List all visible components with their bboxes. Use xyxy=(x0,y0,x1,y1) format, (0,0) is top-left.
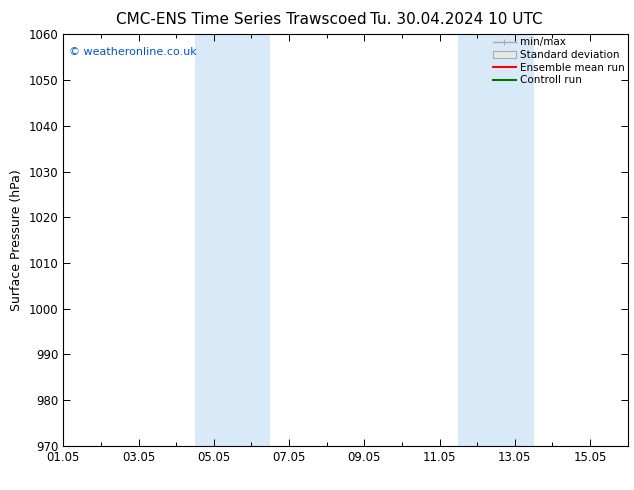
Bar xyxy=(195,34,270,446)
Bar xyxy=(458,34,534,446)
Text: Tu. 30.04.2024 10 UTC: Tu. 30.04.2024 10 UTC xyxy=(370,12,543,27)
Y-axis label: Surface Pressure (hPa): Surface Pressure (hPa) xyxy=(10,169,23,311)
Text: CMC-ENS Time Series Trawscoed: CMC-ENS Time Series Trawscoed xyxy=(115,12,366,27)
Text: © weatheronline.co.uk: © weatheronline.co.uk xyxy=(69,47,197,57)
Legend: min/max, Standard deviation, Ensemble mean run, Controll run: min/max, Standard deviation, Ensemble me… xyxy=(491,35,626,87)
